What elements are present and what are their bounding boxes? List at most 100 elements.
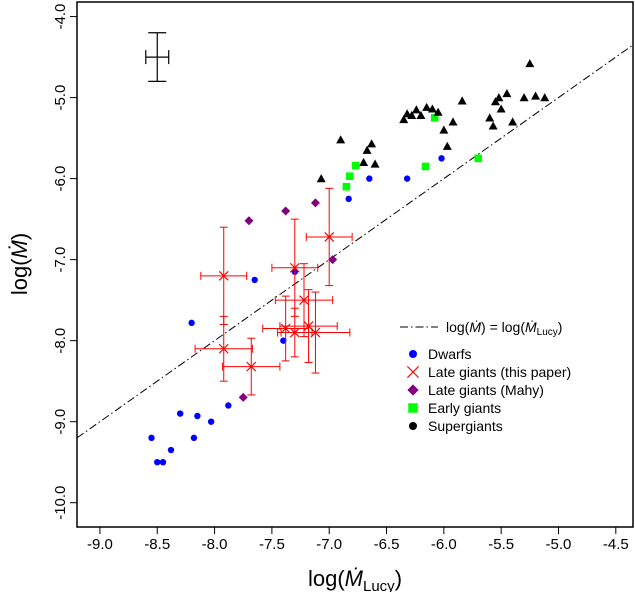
legend-label: Late giants (this paper)	[428, 364, 571, 380]
y-tick-label: -5.0	[52, 85, 69, 111]
data-point	[430, 114, 439, 122]
data-point	[407, 110, 417, 120]
data-point	[194, 412, 201, 420]
data-point	[188, 319, 195, 327]
data-point	[218, 270, 229, 281]
data-point	[342, 182, 351, 191]
data-point	[366, 175, 373, 182]
series-early-giants	[342, 114, 483, 191]
legend-label: Late giants (Mahy)	[428, 382, 544, 398]
data-point	[438, 155, 445, 162]
y-axis-title: log(Ṁ)	[7, 233, 32, 295]
data-point	[540, 93, 550, 102]
typical-error-bar	[145, 32, 170, 82]
data-point	[289, 262, 300, 273]
data-point	[411, 105, 421, 114]
data-points-layer	[148, 59, 550, 466]
data-point	[422, 102, 432, 111]
x-tick-label: -8.0	[202, 536, 228, 553]
data-point	[433, 107, 443, 116]
x-tick-label: -9.0	[87, 536, 113, 553]
y-tick-label: -10.0	[52, 486, 69, 520]
data-point	[490, 97, 500, 106]
x-marker-stroke	[289, 327, 300, 338]
data-point	[328, 255, 338, 265]
data-point	[218, 343, 229, 354]
data-point	[399, 114, 409, 124]
data-point	[494, 93, 504, 102]
x-tick-label: -7.0	[316, 536, 342, 553]
x-axis-title: log(ṀLucy)	[308, 566, 402, 592]
data-point	[488, 121, 498, 130]
y-tick-label: -7.0	[52, 247, 69, 273]
series-dwarfs	[148, 155, 445, 466]
reference-line	[76, 44, 634, 439]
data-point	[324, 232, 335, 242]
data-point	[457, 96, 467, 105]
legend-reference-line-label: log(Ṁ) = log(ṀLucy)	[446, 319, 562, 338]
data-point	[496, 104, 506, 113]
data-point	[281, 206, 291, 216]
data-point	[346, 172, 354, 180]
data-point	[251, 276, 258, 284]
data-point	[316, 174, 326, 183]
x-tick-label: -8.5	[144, 536, 170, 553]
legend-marker	[406, 365, 420, 379]
data-point	[289, 327, 300, 338]
x-marker-stroke	[246, 361, 257, 372]
x-marker-stroke	[218, 270, 229, 281]
series-supergiants	[316, 59, 550, 183]
data-point	[246, 361, 257, 372]
x-marker-stroke	[280, 323, 291, 334]
legend: log(Ṁ) = log(ṀLucy) Dwarfs Late giants (th…	[400, 319, 571, 434]
x-marker-stroke	[303, 321, 314, 331]
data-point	[502, 89, 512, 98]
plot-area	[76, 1, 634, 528]
data-point	[159, 458, 167, 466]
data-point	[362, 145, 372, 154]
data-point	[154, 458, 161, 466]
data-point	[525, 59, 535, 68]
data-point	[439, 125, 449, 134]
data-point	[351, 161, 360, 170]
data-point	[244, 216, 254, 226]
legend-marker	[409, 350, 417, 358]
data-point	[299, 295, 309, 306]
data-point	[310, 198, 320, 208]
x-marker-stroke	[406, 365, 420, 379]
y-tick-label: -4.0	[52, 4, 69, 30]
x-tick-label: -5.0	[546, 536, 572, 553]
legend-label: Early giants	[428, 400, 501, 416]
series-late-giants-mahy	[238, 198, 338, 402]
data-point	[442, 141, 452, 150]
tick-layer: -9.0 -8.5 -8.0 -7.5 -7.0 -6.5 -6.0 -5.5 -5.0 -4.5…	[52, 4, 629, 553]
x-marker-stroke	[324, 232, 335, 242]
data-point	[519, 93, 529, 102]
data-point	[421, 162, 430, 171]
data-point	[427, 104, 437, 113]
legend-marker	[407, 384, 419, 396]
data-point	[403, 175, 411, 182]
data-point	[280, 323, 291, 334]
x-tick-label: -6.0	[431, 536, 457, 553]
y-tick-label: -8.0	[52, 328, 69, 354]
data-point	[474, 154, 483, 163]
x-tick-label: -7.5	[259, 536, 285, 553]
series-late-giants-this-paper	[194, 187, 353, 396]
y-tick-label: -6.0	[52, 166, 69, 192]
data-point	[531, 91, 541, 100]
data-point	[416, 110, 426, 120]
x-marker-stroke	[289, 262, 300, 273]
data-point	[148, 434, 155, 442]
data-point	[280, 337, 287, 344]
reference-line-layer	[76, 44, 634, 439]
data-point	[167, 446, 175, 454]
data-point	[176, 410, 184, 417]
data-point	[485, 113, 495, 122]
data-point	[336, 135, 346, 144]
legend-label: Supergiants	[428, 418, 503, 434]
legend-marker	[409, 422, 417, 430]
x-tick-label: -5.5	[488, 536, 514, 553]
legend-label: Dwarfs	[428, 346, 472, 362]
